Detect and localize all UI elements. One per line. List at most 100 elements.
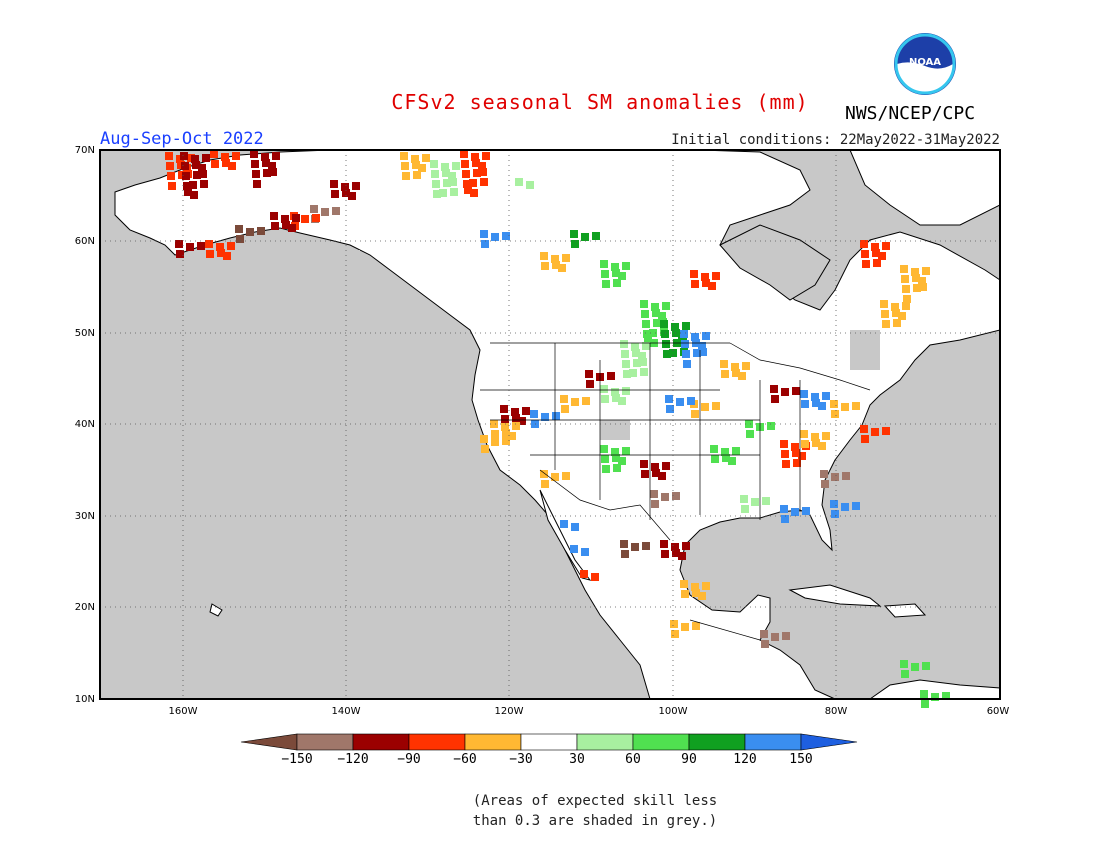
anomaly-cell xyxy=(683,360,691,368)
anomaly-cell xyxy=(911,663,919,671)
anomaly-cell xyxy=(470,189,478,197)
longitude-axis: 160W 140W 120W 100W 80W 60W xyxy=(169,706,1010,717)
anomaly-cell xyxy=(698,592,706,600)
anomaly-cell xyxy=(831,410,839,418)
anomaly-cell xyxy=(551,255,559,263)
anomaly-cell xyxy=(600,445,608,453)
anomaly-cell xyxy=(672,492,680,500)
land-mass xyxy=(114,149,1001,700)
anomaly-cell xyxy=(681,590,689,598)
anomaly-cell xyxy=(632,349,640,357)
anomaly-cell xyxy=(530,410,538,418)
anomaly-cell xyxy=(620,340,628,348)
anomaly-cell xyxy=(878,252,886,260)
anomaly-cell xyxy=(430,160,438,168)
anomaly-cell xyxy=(189,181,197,189)
anomaly-cell xyxy=(651,303,659,311)
anomaly-cell xyxy=(400,152,408,160)
anomaly-cell xyxy=(650,490,658,498)
anomaly-cell xyxy=(342,189,350,197)
anomaly-cell xyxy=(166,162,174,170)
anomaly-cell xyxy=(602,465,610,473)
anomaly-cell xyxy=(176,250,184,258)
anomaly-cell xyxy=(942,692,950,700)
anomaly-cell xyxy=(582,397,590,405)
anomaly-cell xyxy=(502,437,510,445)
anomaly-cell xyxy=(793,459,801,467)
anomaly-cell xyxy=(515,178,523,186)
colorbar-label: −120 xyxy=(337,752,368,767)
colorbar-legend: −150 −120 −90 −60 −30 30 60 90 120 150 xyxy=(240,733,858,767)
anomaly-cell xyxy=(281,215,289,223)
anomaly-cell xyxy=(691,333,699,341)
anomaly-cell xyxy=(500,405,508,413)
anomaly-cell xyxy=(175,240,183,248)
anomaly-cell xyxy=(331,190,339,198)
anomaly-cell xyxy=(586,380,594,388)
anomaly-cell xyxy=(611,388,619,396)
anomaly-cell xyxy=(480,178,488,186)
anomaly-cell xyxy=(502,429,510,437)
anomaly-cell xyxy=(601,395,609,403)
anomaly-cell xyxy=(918,277,926,285)
anomaly-cell xyxy=(841,403,849,411)
anomaly-cell xyxy=(526,181,534,189)
anomaly-cell xyxy=(282,221,290,229)
anomaly-cell xyxy=(691,583,699,591)
anomaly-cell xyxy=(432,180,440,188)
anomaly-cell xyxy=(581,233,589,241)
anomaly-cell xyxy=(800,390,808,398)
anomaly-cell xyxy=(190,191,198,199)
anomaly-cell xyxy=(462,170,470,178)
anomaly-cell xyxy=(642,342,650,350)
anomaly-cell xyxy=(202,154,210,162)
anomaly-cell xyxy=(512,414,520,422)
anomaly-cell xyxy=(292,214,300,222)
anomaly-cell xyxy=(901,275,909,283)
anomaly-cell xyxy=(922,267,930,275)
anomaly-cell xyxy=(792,449,800,457)
anomaly-cell xyxy=(272,152,280,160)
anomaly-cell xyxy=(681,340,689,348)
anomaly-cell xyxy=(257,227,265,235)
anomaly-cell xyxy=(661,550,669,558)
colorbar-swatch xyxy=(408,733,466,751)
anomaly-cell xyxy=(463,180,471,188)
noaa-logo: NOAA xyxy=(894,33,956,95)
anomaly-cell xyxy=(738,372,746,380)
anomaly-cell xyxy=(541,480,549,488)
anomaly-cell xyxy=(217,249,225,257)
footnote-line-1: (Areas of expected skill less xyxy=(472,793,718,809)
anomaly-cell xyxy=(502,232,510,240)
anomaly-cell xyxy=(592,232,600,240)
anomaly-cell xyxy=(782,460,790,468)
anomaly-cell xyxy=(721,448,729,456)
anomaly-cell xyxy=(781,388,789,396)
anomaly-cell xyxy=(893,319,901,327)
colorbar-swatch xyxy=(632,733,690,751)
anomaly-cell xyxy=(721,370,729,378)
anomaly-cell xyxy=(165,152,173,160)
anomaly-cell xyxy=(452,162,460,170)
anomaly-cell xyxy=(762,497,770,505)
colorbar-swatch xyxy=(576,733,634,751)
anomaly-cell xyxy=(830,400,838,408)
anomaly-cell xyxy=(687,397,695,405)
colorbar-label: 90 xyxy=(681,752,697,767)
anomaly-cell xyxy=(618,272,626,280)
anomaly-cell xyxy=(671,543,679,551)
anomaly-cell xyxy=(792,387,800,395)
political-boundaries xyxy=(480,342,871,641)
anomaly-cell xyxy=(491,430,499,438)
anomaly-cell xyxy=(221,153,229,161)
anomaly-cell xyxy=(649,329,657,337)
anomaly-cell xyxy=(852,402,860,410)
anomaly-cell xyxy=(252,170,260,178)
anomaly-cell xyxy=(193,171,201,179)
anomaly-cell xyxy=(801,440,809,448)
anomaly-cell xyxy=(658,472,666,480)
anomaly-cell xyxy=(473,169,481,177)
anomaly-cell xyxy=(920,690,928,698)
anomaly-cell xyxy=(269,168,277,176)
anomaly-cell xyxy=(670,620,678,628)
